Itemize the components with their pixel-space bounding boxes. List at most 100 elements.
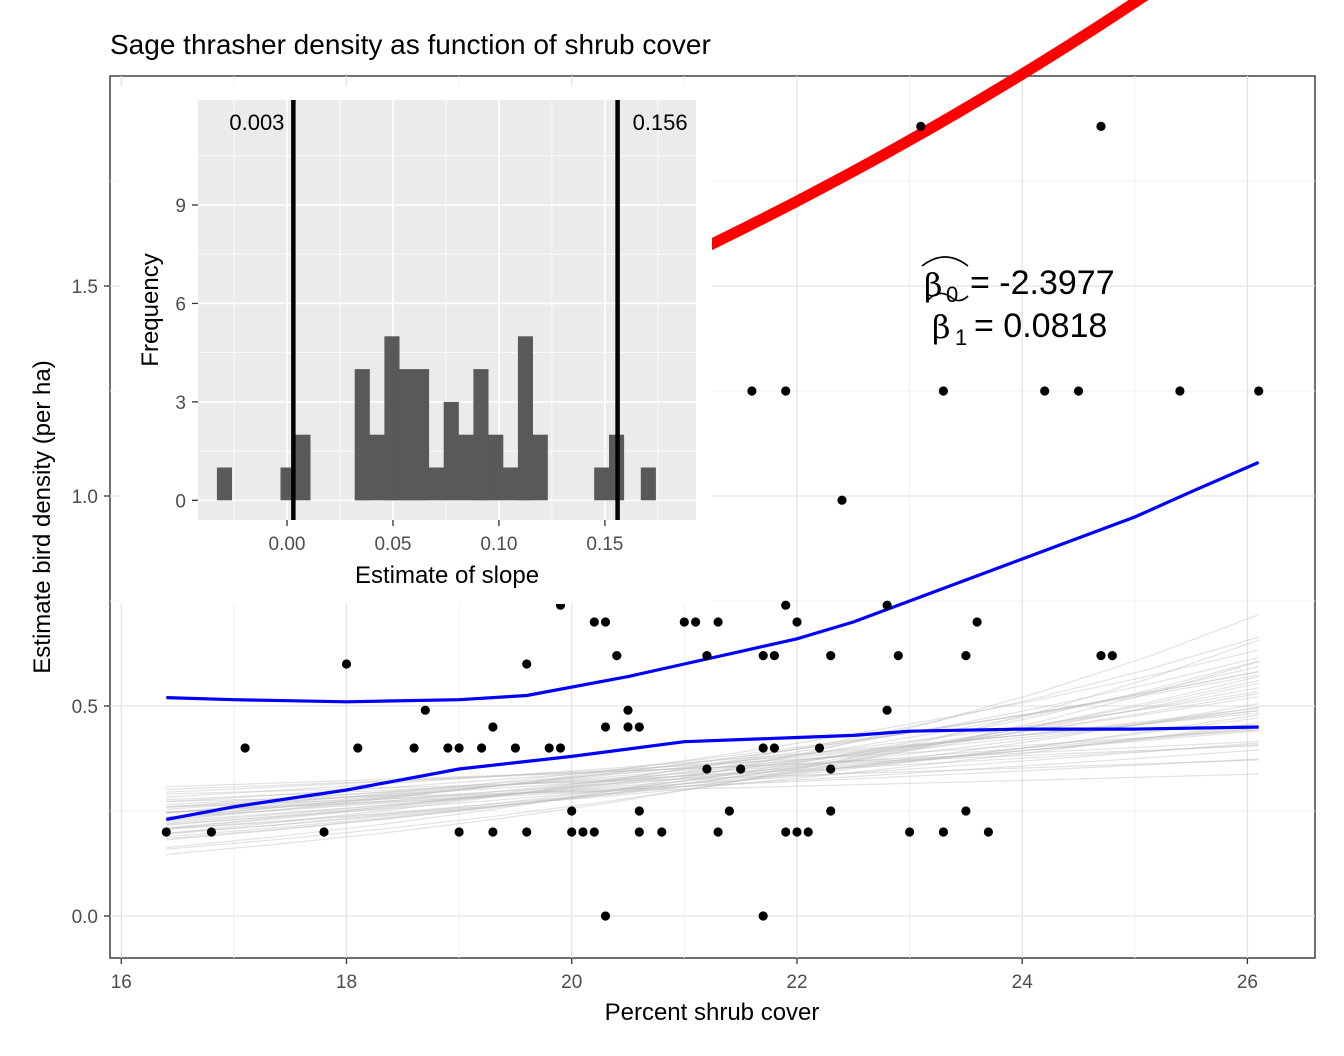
y-tick-label: 0.5 xyxy=(72,697,98,718)
data-point xyxy=(578,827,588,837)
bootstrap-line xyxy=(166,749,1259,813)
y-axis-title: Estimate bird density (per ha) xyxy=(29,360,56,673)
data-point xyxy=(826,764,836,774)
data-point xyxy=(781,386,791,396)
data-point xyxy=(792,617,802,627)
histogram-bar xyxy=(594,467,610,501)
histogram-bar xyxy=(354,369,370,501)
data-point xyxy=(657,827,667,837)
bootstrap-line xyxy=(166,727,1259,806)
data-point xyxy=(814,743,825,753)
bootstrap-line xyxy=(166,717,1259,825)
data-point xyxy=(702,651,712,661)
x-tick-label: 22 xyxy=(786,972,807,993)
inset-y-tick-label: 3 xyxy=(175,393,186,414)
inset-y-tick-label: 0 xyxy=(175,491,186,512)
x-tick-label: 16 xyxy=(111,972,132,993)
data-point xyxy=(781,827,791,837)
y-axis-ticks: 0.0 0.5 1.0 1.5 xyxy=(72,277,110,928)
x-tick-label: 20 xyxy=(561,972,582,993)
bootstrap-line xyxy=(166,636,1259,834)
y-tick-label: 1.0 xyxy=(72,487,98,508)
data-point xyxy=(1096,651,1106,661)
histogram-bar xyxy=(473,369,489,501)
bootstrap-line xyxy=(166,639,1259,855)
bootstrap-line xyxy=(166,729,1259,793)
data-point xyxy=(713,617,723,627)
histogram-bar xyxy=(488,434,504,501)
data-point xyxy=(319,827,329,837)
data-point xyxy=(769,651,780,661)
bootstrap-line xyxy=(166,660,1259,841)
inset-x-tick-label: 0.00 xyxy=(269,534,306,555)
bootstrap-line xyxy=(166,745,1259,788)
bootstrap-line xyxy=(166,743,1259,801)
bootstrap-line xyxy=(166,696,1259,820)
data-point xyxy=(488,722,498,732)
inset-y-tick-label: 6 xyxy=(175,294,186,315)
data-point xyxy=(612,651,622,661)
data-point xyxy=(477,743,487,753)
data-point xyxy=(600,617,611,627)
inset-bars xyxy=(216,336,656,501)
data-point xyxy=(781,600,791,610)
data-point xyxy=(544,743,554,753)
data-point xyxy=(938,827,949,837)
data-point xyxy=(522,659,532,669)
ci-lower-line xyxy=(166,725,1259,821)
data-point xyxy=(443,743,453,753)
data-point xyxy=(1254,386,1264,396)
data-point xyxy=(600,911,611,921)
bootstrap-line xyxy=(166,730,1259,808)
data-point xyxy=(634,722,644,732)
x-tick-label: 24 xyxy=(1012,972,1034,993)
data-point xyxy=(623,722,633,732)
inset-histogram: 0.003 0.156 0.00 0.05 0.10 0.15 0 3 6 9 Estimat… xyxy=(120,86,712,604)
bootstrap-line xyxy=(166,676,1259,840)
bootstrap-line xyxy=(166,742,1259,813)
data-point xyxy=(240,743,250,753)
bootstrap-line xyxy=(166,682,1259,838)
data-point xyxy=(758,743,768,753)
x-axis-ticks: 16 18 20 22 24 26 xyxy=(111,958,1258,993)
data-point xyxy=(961,651,971,661)
inset-vlines: 0.003 0.156 xyxy=(229,100,712,520)
bootstrap-line xyxy=(166,693,1259,824)
inset-y-axis-title: Frequency xyxy=(137,253,164,366)
bootstrap-line xyxy=(166,740,1259,790)
data-point xyxy=(691,617,701,627)
data-point xyxy=(510,743,520,753)
data-point xyxy=(634,806,644,816)
data-point xyxy=(938,386,949,396)
histogram-bar xyxy=(399,369,415,501)
x-tick-label: 26 xyxy=(1237,972,1258,993)
y-tick-label: 0.0 xyxy=(72,907,98,928)
bootstrap-line xyxy=(166,614,1259,849)
data-point xyxy=(882,705,892,715)
beta0-hat-icon xyxy=(921,256,969,267)
bootstrap-line xyxy=(166,691,1259,814)
data-point xyxy=(724,806,735,816)
data-point xyxy=(600,722,611,732)
data-point xyxy=(792,827,802,837)
histogram-bar xyxy=(428,467,444,501)
data-point xyxy=(826,806,836,816)
inset-y-tick-label: 9 xyxy=(175,196,186,217)
data-point xyxy=(1096,121,1106,131)
data-point xyxy=(758,651,768,661)
bootstrap-line xyxy=(166,674,1259,814)
data-point xyxy=(713,827,723,837)
data-point xyxy=(161,827,171,837)
bootstrap-line xyxy=(166,649,1259,821)
data-point xyxy=(454,743,464,753)
beta0-symbol: β xyxy=(924,266,943,304)
inset-x-tick-label: 0.05 xyxy=(374,534,411,555)
histogram-bar xyxy=(532,434,548,501)
data-point xyxy=(623,705,633,715)
data-point xyxy=(555,743,566,753)
data-point xyxy=(1040,386,1050,396)
beta0-value: = -2.3977 xyxy=(970,264,1115,302)
data-point xyxy=(972,617,982,627)
data-point xyxy=(769,743,780,753)
bootstrap-line xyxy=(166,714,1259,830)
